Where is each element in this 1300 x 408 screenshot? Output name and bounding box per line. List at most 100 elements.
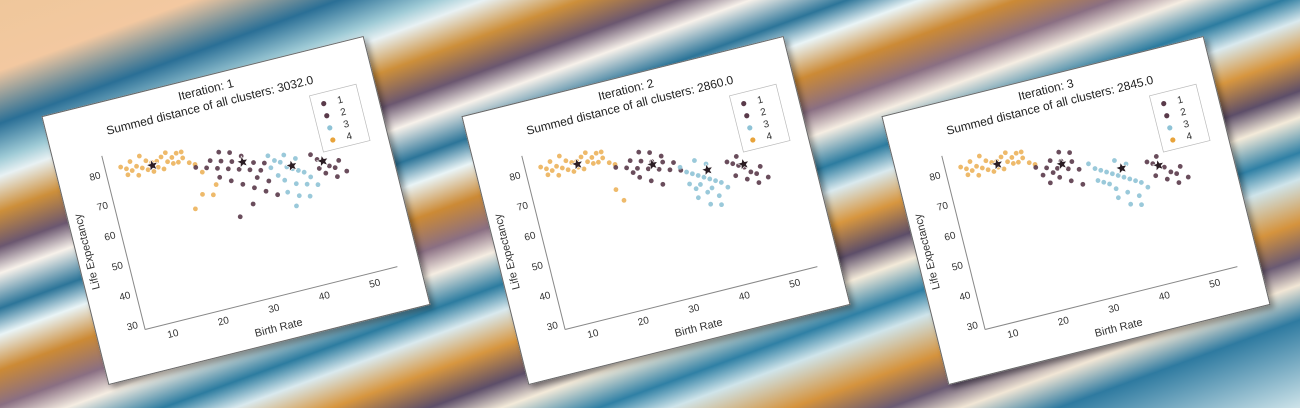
x-tick-label: 50 <box>368 277 382 290</box>
data-point-cluster-3 <box>705 189 711 195</box>
legend-label-2: 2 <box>759 107 767 119</box>
data-point-cluster-3 <box>695 195 701 201</box>
x-tick-label: 40 <box>1158 290 1172 303</box>
data-point-cluster-1 <box>258 167 264 173</box>
y-tick-label: 50 <box>111 260 125 273</box>
data-point-cluster-4 <box>598 149 604 155</box>
data-point-cluster-4 <box>118 164 124 170</box>
data-point-cluster-4 <box>998 154 1004 160</box>
chart-card-iteration-2: Iteration: 2 Summed distance of all clust… <box>461 35 851 386</box>
legend-label-1: 1 <box>1176 94 1184 106</box>
data-point-cluster-3 <box>1086 161 1091 167</box>
data-point-cluster-4 <box>1026 160 1032 166</box>
data-point-cluster-1 <box>627 158 633 164</box>
x-tick-label: 30 <box>687 302 701 315</box>
data-point-cluster-3 <box>1109 171 1115 177</box>
data-point-cluster-1 <box>645 166 651 172</box>
y-tick-label: 70 <box>96 200 110 213</box>
legend-label-4: 4 <box>1185 131 1193 143</box>
data-point-cluster-2 <box>733 154 739 159</box>
legend-marker-1 <box>321 100 327 107</box>
data-point-cluster-1 <box>660 159 666 165</box>
legend-marker-2 <box>1164 113 1170 119</box>
legend-label-1: 1 <box>336 94 344 106</box>
data-point-cluster-1 <box>630 170 636 176</box>
data-point-cluster-3 <box>292 156 298 161</box>
data-point-cluster-3 <box>308 174 314 180</box>
data-point-cluster-4 <box>124 166 129 172</box>
data-point-cluster-2 <box>326 163 332 169</box>
data-point-cluster-1 <box>647 150 653 156</box>
data-point-cluster-3 <box>692 158 697 163</box>
x-axis-line <box>984 266 1238 331</box>
data-point-cluster-1 <box>216 149 222 155</box>
y-tick-label: 60 <box>943 230 957 243</box>
data-point-cluster-3 <box>265 153 271 159</box>
data-point-cluster-3 <box>304 181 310 187</box>
data-point-cluster-3 <box>709 185 715 191</box>
data-point-cluster-1 <box>207 158 213 164</box>
data-point-cluster-1 <box>218 158 224 164</box>
data-point-cluster-4 <box>200 191 205 197</box>
data-point-cluster-4 <box>590 161 596 166</box>
data-point-cluster-3 <box>725 184 731 190</box>
data-point-cluster-1 <box>1065 166 1071 172</box>
data-point-cluster-1 <box>261 160 267 166</box>
data-point-cluster-1 <box>1069 159 1075 164</box>
data-point-cluster-1 <box>637 174 643 180</box>
data-point-cluster-2 <box>308 152 313 158</box>
legend-label-4: 4 <box>345 131 353 143</box>
data-point-cluster-1 <box>1044 165 1050 171</box>
data-point-cluster-1 <box>254 175 260 180</box>
x-tick-label: 10 <box>586 328 600 341</box>
data-point-cluster-4 <box>170 161 176 166</box>
data-point-cluster-4 <box>563 158 569 164</box>
y-axis-line <box>941 155 986 330</box>
data-point-cluster-4 <box>125 172 131 178</box>
data-point-cluster-4 <box>556 153 562 159</box>
data-point-cluster-4 <box>596 159 601 165</box>
data-point-cluster-3 <box>282 177 288 183</box>
x-axis-line <box>564 266 818 331</box>
data-point-cluster-1 <box>193 164 199 170</box>
data-point-cluster-2 <box>757 163 763 169</box>
y-axis-line <box>101 155 146 330</box>
data-point-cluster-1 <box>635 165 640 171</box>
data-point-cluster-4 <box>155 164 161 170</box>
data-point-cluster-3 <box>1113 186 1119 192</box>
data-point-cluster-4 <box>165 159 170 165</box>
data-point-cluster-3 <box>693 186 699 192</box>
data-point-cluster-2 <box>332 165 338 171</box>
data-point-cluster-4 <box>979 165 985 171</box>
data-point-cluster-2 <box>1177 163 1183 169</box>
x-tick-label: 50 <box>788 277 802 290</box>
legend-marker-2 <box>744 113 750 119</box>
data-point-cluster-4 <box>169 155 175 160</box>
data-point-cluster-4 <box>127 159 133 164</box>
y-tick-label: 80 <box>508 170 522 183</box>
data-point-cluster-1 <box>237 214 243 220</box>
y-tick-label: 70 <box>516 200 530 213</box>
centroid-star-cluster-1 <box>1054 157 1068 171</box>
y-tick-label: 30 <box>966 320 980 333</box>
legend-marker-1 <box>741 100 747 107</box>
centroid-star-cluster-3 <box>700 163 714 177</box>
y-tick-label: 40 <box>538 290 552 303</box>
x-axis-label: Birth Rate <box>674 316 724 339</box>
data-point-cluster-3 <box>285 189 291 195</box>
data-point-cluster-4 <box>976 172 982 178</box>
data-point-cluster-4 <box>554 163 559 169</box>
data-point-cluster-2 <box>336 157 342 163</box>
data-point-cluster-3 <box>695 173 701 178</box>
data-point-cluster-1 <box>263 188 269 194</box>
legend-marker-1 <box>1161 100 1167 107</box>
y-tick-label: 80 <box>928 170 942 183</box>
data-point-cluster-4 <box>964 166 969 172</box>
data-point-cluster-2 <box>1144 159 1150 165</box>
chart-card-iteration-1: Iteration: 1 Summed distance of all clust… <box>41 35 431 386</box>
data-point-cluster-4 <box>178 149 184 155</box>
data-point-cluster-4 <box>538 164 544 170</box>
data-point-cluster-4 <box>1005 159 1010 165</box>
data-point-cluster-4 <box>213 182 219 187</box>
